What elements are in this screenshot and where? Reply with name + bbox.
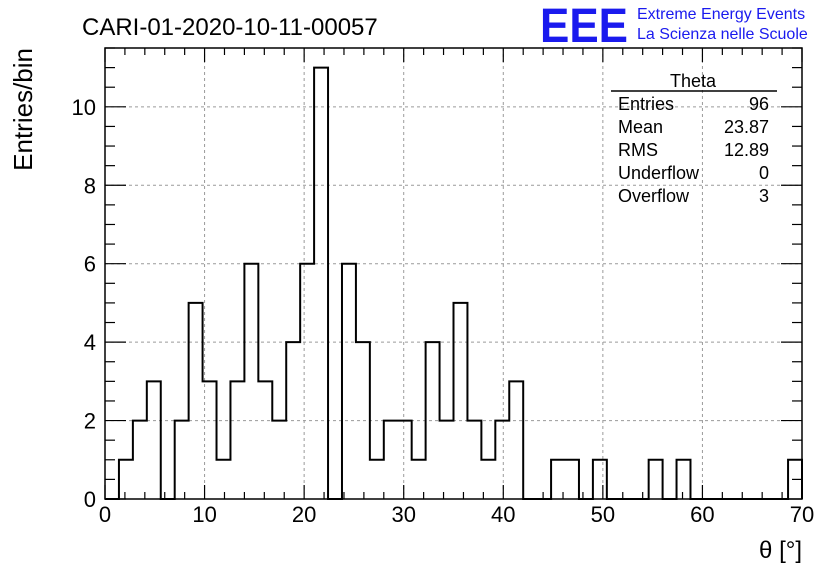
stats-title: Theta: [670, 71, 717, 91]
stats-row-value: 96: [749, 94, 769, 114]
y-axis-label: Entries/bin: [8, 48, 38, 171]
y-tick-label: 2: [84, 409, 96, 434]
eee-logo-text: EEE: [540, 0, 628, 53]
x-tick-labels: 0 10 20 30 40 50 60 70: [99, 502, 814, 527]
stats-row-value: 3: [759, 186, 769, 206]
plot-frame: [104, 47, 803, 500]
stats-row-value: 0: [759, 163, 769, 183]
x-tick-label: 20: [292, 502, 316, 527]
x-tick-label: 40: [491, 502, 515, 527]
logo-line-2: La Scienza nelle Scuole: [637, 26, 808, 43]
x-tick-label: 10: [192, 502, 216, 527]
stats-row-label: Overflow: [618, 186, 690, 206]
eee-logo: EEE Extreme Energy Events La Scienza nel…: [540, 0, 808, 53]
histogram-outline: [105, 66, 803, 500]
x-tick-label: 70: [790, 502, 814, 527]
y-tick-label: 8: [84, 173, 96, 198]
x-tick-label: 50: [591, 502, 615, 527]
chart-title: CARI-01-2020-10-11-00057: [82, 14, 378, 41]
stats-row-label: Underflow: [618, 163, 700, 183]
logo-line-1: Extreme Energy Events: [637, 6, 805, 23]
y-tick-label: 4: [84, 330, 96, 355]
x-tick-label: 60: [690, 502, 714, 527]
stats-box: Theta Entries 96 Mean 23.87 RMS 12.89 Underflo…: [611, 71, 777, 206]
stats-rows: Entries 96 Mean 23.87 RMS 12.89 Underflow 0 Over…: [618, 94, 769, 206]
stats-row-value: 23.87: [724, 117, 769, 137]
y-tick-label: 0: [84, 487, 96, 512]
y-tick-label: 10: [72, 95, 96, 120]
x-axis-label: θ [°]: [759, 537, 802, 564]
y-tick-label: 6: [84, 252, 96, 277]
x-tick-label: 30: [391, 502, 415, 527]
y-tick-labels: 0 2 4 6 8 10: [72, 95, 96, 512]
x-tick-label: 0: [99, 502, 111, 527]
stats-row-value: 12.89: [724, 140, 769, 160]
stats-row-label: Entries: [618, 94, 674, 114]
stats-row-label: Mean: [618, 117, 663, 137]
stats-row-label: RMS: [618, 140, 658, 160]
